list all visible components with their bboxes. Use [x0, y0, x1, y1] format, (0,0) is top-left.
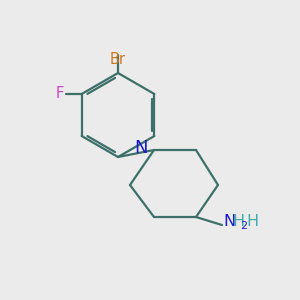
Text: N: N	[134, 139, 148, 157]
Text: Br: Br	[110, 52, 126, 67]
Text: N: N	[223, 214, 235, 230]
Text: F: F	[56, 86, 64, 101]
Text: H: H	[246, 214, 258, 230]
Text: 2: 2	[240, 221, 247, 231]
Text: H: H	[232, 214, 244, 230]
